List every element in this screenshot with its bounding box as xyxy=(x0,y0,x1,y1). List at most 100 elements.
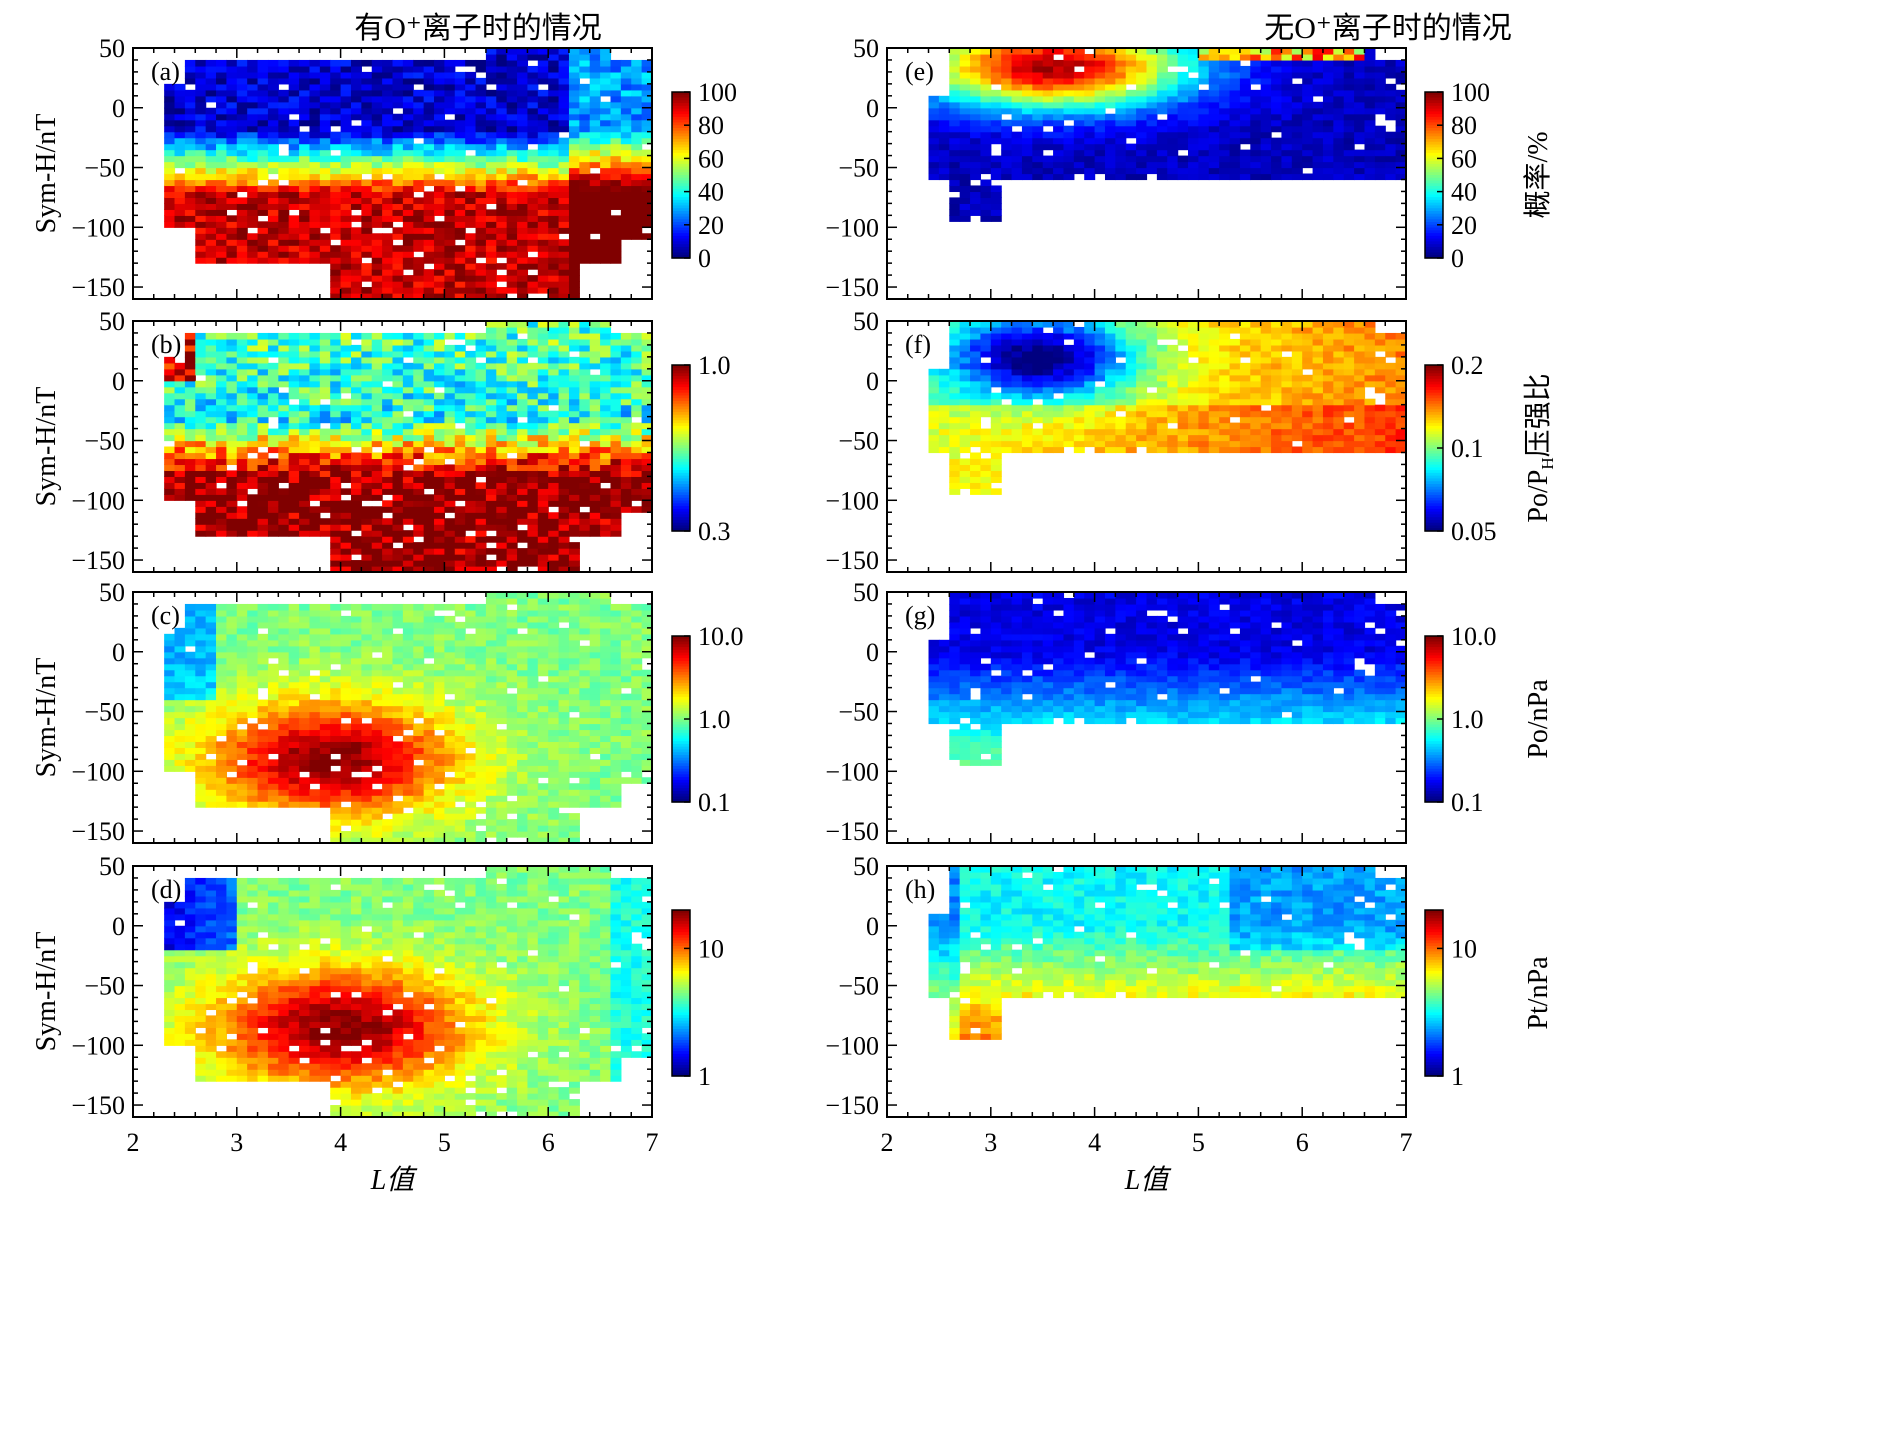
heatmap-cell xyxy=(319,621,331,629)
heatmap-cell xyxy=(444,275,456,282)
heatmap-cell xyxy=(195,440,207,448)
heatmap-cell xyxy=(610,155,622,163)
heatmap-cell xyxy=(620,233,632,240)
heatmap-cell xyxy=(226,663,238,671)
heatmap-cell xyxy=(475,275,487,282)
heatmap-cell xyxy=(537,185,549,193)
heatmap-cell xyxy=(350,524,362,531)
heatmap-cell xyxy=(537,161,549,169)
heatmap-cell xyxy=(350,89,362,97)
heatmap-cell xyxy=(361,227,373,234)
heatmap-cell xyxy=(537,257,549,264)
heatmap-cell xyxy=(444,356,456,364)
heatmap-cell xyxy=(278,524,290,531)
heatmap-cell xyxy=(631,143,643,151)
heatmap-cell xyxy=(267,705,279,713)
heatmap-cell xyxy=(350,197,362,204)
heatmap-cell xyxy=(216,458,228,466)
heatmap-cell xyxy=(340,639,352,647)
heatmap-cell xyxy=(506,149,518,157)
heatmap-cell xyxy=(506,705,518,713)
heatmap-cell xyxy=(444,603,456,611)
heatmap-cell xyxy=(558,416,570,424)
heatmap-cell xyxy=(465,621,477,629)
heatmap-cell xyxy=(423,338,435,346)
heatmap-cell xyxy=(454,476,466,483)
heatmap-cell xyxy=(392,669,404,677)
heatmap-cell xyxy=(589,48,601,55)
heatmap-cell xyxy=(371,416,383,424)
heatmap-cell xyxy=(361,663,373,671)
heatmap-cell xyxy=(288,669,300,677)
heatmap-cell xyxy=(288,416,300,424)
heatmap-cell xyxy=(330,789,342,796)
heatmap-cell xyxy=(402,293,414,300)
heatmap-cell xyxy=(475,452,487,460)
heatmap-cell xyxy=(506,95,518,103)
heatmap-cell xyxy=(361,795,373,802)
heatmap-cell xyxy=(485,191,497,199)
heatmap-cell xyxy=(527,717,539,725)
heatmap-cell xyxy=(517,669,529,677)
heatmap-cell xyxy=(506,362,518,370)
heatmap-cell xyxy=(205,380,217,388)
heatmap-cell xyxy=(205,131,217,139)
heatmap-cell xyxy=(548,251,560,258)
heatmap-cell xyxy=(361,837,373,844)
heatmap-cell xyxy=(340,269,352,276)
heatmap-cell xyxy=(257,512,269,519)
heatmap-cell xyxy=(434,332,445,340)
heatmap-cell xyxy=(184,687,196,695)
heatmap-cell xyxy=(340,530,352,537)
plot-frame xyxy=(132,47,653,300)
heatmap-cell xyxy=(278,428,290,436)
heatmap-cell xyxy=(216,488,228,495)
heatmap-cell xyxy=(610,239,622,246)
heatmap-cell xyxy=(350,542,362,549)
heatmap-cell xyxy=(361,233,373,240)
heatmap-cell xyxy=(465,500,477,507)
heatmap-cell xyxy=(267,386,279,394)
heatmap-cell xyxy=(278,651,290,659)
heatmap-cell xyxy=(423,669,435,677)
heatmap-cell xyxy=(506,197,518,204)
heatmap-cell xyxy=(257,753,269,760)
heatmap-cell xyxy=(454,687,466,695)
heatmap-cell xyxy=(288,753,300,760)
heatmap-cell xyxy=(278,476,290,483)
colorbar-strip xyxy=(672,428,690,432)
heatmap-cell xyxy=(330,615,342,623)
heatmap-cell xyxy=(496,263,508,270)
heatmap-cell xyxy=(610,203,622,210)
heatmap-cell xyxy=(371,542,383,549)
heatmap-cell xyxy=(454,263,466,270)
heatmap-cell xyxy=(641,149,653,157)
heatmap-cell xyxy=(641,155,653,163)
heatmap-cell xyxy=(444,807,456,814)
heatmap-cell xyxy=(164,356,176,364)
heatmap-cell xyxy=(330,350,342,358)
heatmap-cell xyxy=(247,639,259,647)
heatmap-cell xyxy=(340,735,352,743)
heatmap-cell xyxy=(579,203,591,210)
heatmap-cell xyxy=(319,651,331,659)
heatmap-cell xyxy=(257,173,269,181)
heatmap-cell xyxy=(330,95,342,103)
heatmap-cell xyxy=(475,621,487,629)
heatmap-cell xyxy=(340,500,352,507)
heatmap-cell xyxy=(537,251,549,258)
heatmap-cell xyxy=(589,350,601,358)
heatmap-cell xyxy=(548,542,560,549)
heatmap-cell xyxy=(517,530,529,537)
heatmap-cell xyxy=(350,813,362,820)
heatmap-cell xyxy=(506,245,518,252)
heatmap-cell xyxy=(485,675,497,683)
heatmap-cell xyxy=(216,332,228,340)
heatmap-cell xyxy=(226,530,238,537)
heatmap-cell xyxy=(371,609,383,617)
heatmap-cell xyxy=(568,173,580,181)
heatmap-cell xyxy=(257,645,269,653)
heatmap-cell xyxy=(257,374,269,382)
heatmap-cell xyxy=(537,801,549,808)
heatmap-cell xyxy=(257,795,269,802)
